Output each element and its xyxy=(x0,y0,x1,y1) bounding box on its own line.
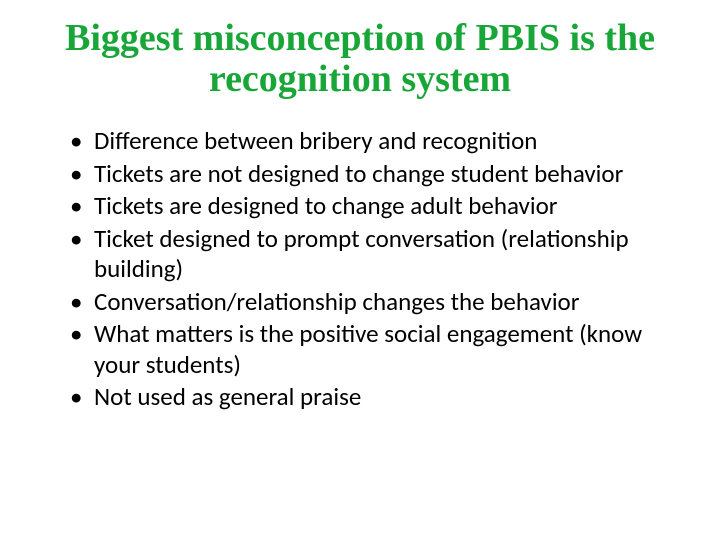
slide-title: Biggest misconception of PBIS is the rec… xyxy=(30,18,690,100)
list-item: What matters is the positive social enga… xyxy=(70,319,690,380)
slide: Biggest misconception of PBIS is the rec… xyxy=(0,0,720,540)
list-item: Tickets are designed to change adult beh… xyxy=(70,191,690,222)
list-item: Tickets are not designed to change stude… xyxy=(70,159,690,190)
list-item: Conversation/relationship changes the be… xyxy=(70,287,690,318)
list-item: Not used as general praise xyxy=(70,382,690,413)
list-item: Ticket designed to prompt conversation (… xyxy=(70,224,690,285)
list-item: Difference between bribery and recogniti… xyxy=(70,126,690,157)
bullet-list: Difference between bribery and recogniti… xyxy=(30,126,690,413)
